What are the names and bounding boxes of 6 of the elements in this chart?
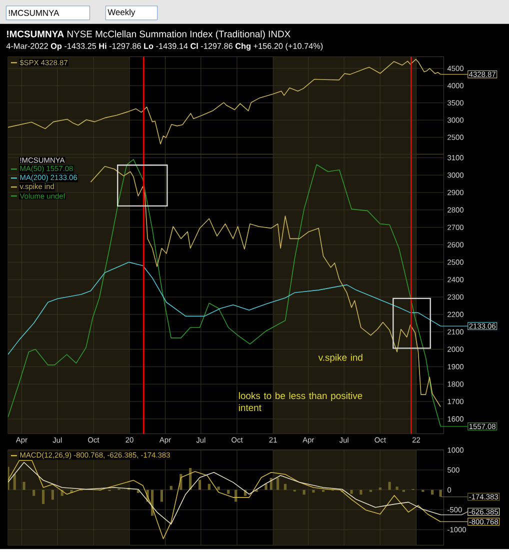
- annotation: v.spike ind: [318, 354, 362, 363]
- annotation: looks to be less than positive intent: [238, 392, 362, 412]
- text: 4-Mar-2022 Op -1433.25 Hi -1297.86 Lo -1439.14 Cl -1297.86 Chg +156.20 (+10.74%): [6, 42, 322, 51]
- text: !MCSUMNYA: [8, 10, 60, 16]
- chart-title: !MCSUMNYA NYSE McClellan Summation Index (Traditional) INDX: [6, 30, 290, 40]
- text: Weekly: [108, 8, 136, 17]
